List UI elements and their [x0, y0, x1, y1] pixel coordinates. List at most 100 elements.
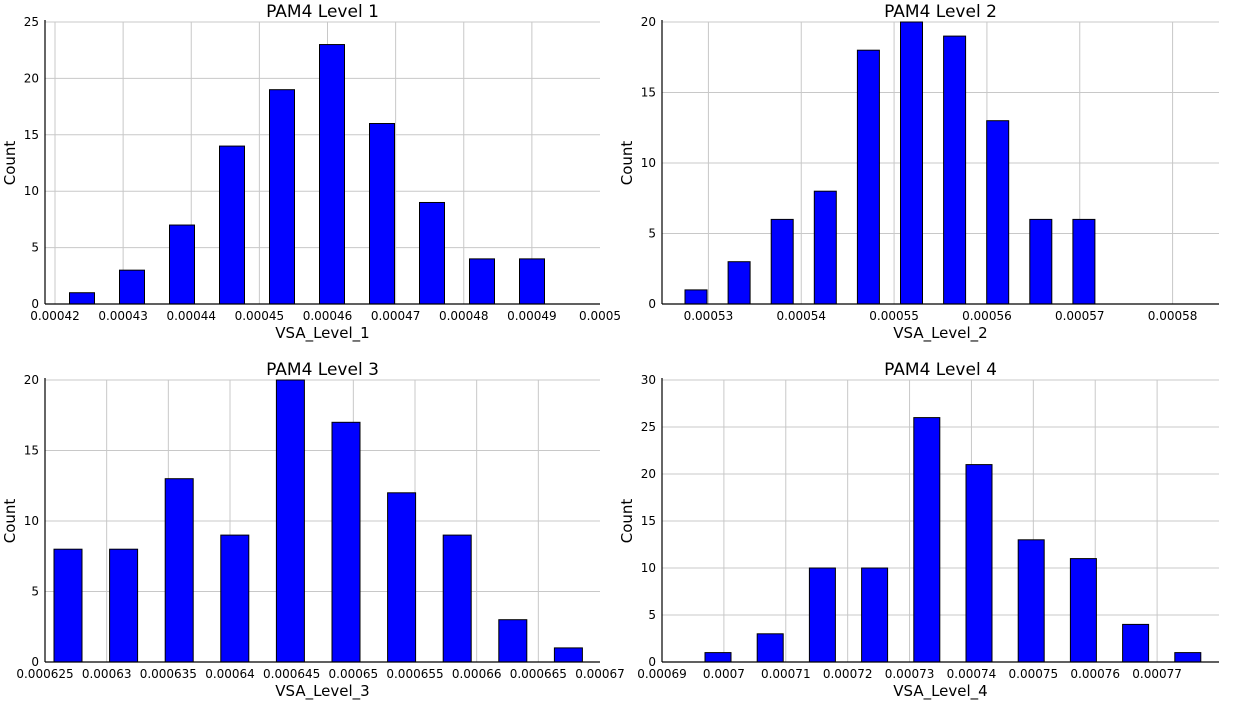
histogram-bar [770, 218, 794, 305]
histogram-bar [756, 633, 784, 663]
y-tick-label: 5 [648, 608, 656, 622]
x-axis-label: VSA_Level_3 [275, 682, 369, 701]
y-tick-label: 5 [31, 585, 39, 599]
x-tick-label: 0.000655 [386, 667, 443, 681]
histogram-bar [169, 224, 195, 305]
histogram-bar [275, 379, 305, 663]
histogram-bar [469, 258, 495, 305]
y-tick-label: 25 [24, 15, 39, 29]
y-tick-label: 15 [641, 86, 656, 100]
x-tick-label: 0.000665 [510, 667, 567, 681]
y-tick-label: 0 [648, 297, 656, 311]
histogram-bar [704, 652, 732, 663]
x-tick-label: 0.00049 [507, 309, 557, 323]
y-tick-label: 10 [24, 184, 39, 198]
x-tick-label: 0.00054 [776, 309, 826, 323]
x-tick-label: 0.00065 [329, 667, 379, 681]
histogram-bar [1069, 558, 1097, 663]
x-tick-label: 0.00076 [1070, 667, 1120, 681]
histogram-bar [965, 464, 993, 663]
y-tick-label: 15 [24, 128, 39, 142]
y-tick-label: 10 [641, 561, 656, 575]
histogram-bar [861, 567, 889, 663]
x-axis-label: VSA_Level_4 [893, 682, 987, 701]
x-tick-label: 0.00077 [1132, 667, 1182, 681]
x-tick-label: 0.00058 [1148, 309, 1198, 323]
histogram-bar [900, 21, 923, 305]
y-axis-label: Count [618, 141, 636, 186]
histogram-bar [808, 567, 836, 663]
x-tick-label: 0.00071 [761, 667, 811, 681]
histogram-bar [1072, 218, 1096, 305]
histogram-bar [553, 647, 583, 663]
x-tick-label: 0.00067 [575, 667, 625, 681]
histogram-bar [498, 619, 528, 663]
histogram-panel-1: 0 5 10 15 20 25 0.00042 0.00043 0.00044 0.00045 0.… [1, 2, 621, 343]
y-tick-label: 20 [24, 373, 39, 387]
histogram-bar [943, 35, 967, 305]
histogram-bar [684, 289, 708, 305]
histogram-bar [986, 120, 1010, 305]
y-tick-label: 20 [641, 15, 656, 29]
x-tick-label: 0.00066 [452, 667, 502, 681]
x-tick-label: 0.00072 [823, 667, 873, 681]
y-tick-label: 15 [641, 514, 656, 528]
y-axis-label: Count [618, 499, 636, 544]
histogram-bar [269, 89, 295, 305]
x-tick-label: 0.00055 [869, 309, 919, 323]
x-tick-label: 0.00069 [637, 667, 687, 681]
x-axis-label: VSA_Level_1 [275, 324, 369, 343]
x-tick-label: 0.000635 [140, 667, 197, 681]
x-tick-label: 0.00074 [947, 667, 997, 681]
x-tick-label: 0.0007 [703, 667, 745, 681]
y-tick-label: 25 [641, 420, 656, 434]
x-tick-label: 0.00064 [205, 667, 255, 681]
chart-title: PAM4 Level 3 [266, 360, 379, 380]
x-axis-label: VSA_Level_2 [893, 324, 987, 343]
y-tick-label: 15 [24, 444, 39, 458]
y-tick-label: 10 [641, 156, 656, 170]
x-tick-label: 0.0005 [579, 309, 621, 323]
histogram-bar [727, 261, 751, 305]
x-tick-label: 0.00063 [82, 667, 132, 681]
chart-title: PAM4 Level 1 [266, 2, 379, 22]
x-tick-label: 0.00042 [30, 309, 80, 323]
histogram-bar [369, 123, 395, 305]
histogram-bar [220, 534, 250, 663]
y-tick-label: 10 [24, 514, 39, 528]
y-axis-label: Count [1, 141, 19, 186]
histogram-bar [69, 292, 95, 305]
x-tick-label: 0.00056 [962, 309, 1012, 323]
histogram-bar [109, 548, 139, 663]
histogram-panel-4: 0 5 10 15 20 25 30 0.00069 0.0007 0.00071 0.00072 0… [618, 360, 1219, 701]
histogram-bar [164, 478, 194, 663]
chart-title: PAM4 Level 4 [884, 360, 997, 380]
y-tick-label: 5 [648, 227, 656, 241]
x-tick-label: 0.00044 [166, 309, 216, 323]
y-tick-label: 5 [31, 241, 39, 255]
histogram-bar [856, 49, 880, 305]
histogram-bar [419, 201, 445, 305]
histogram-bar [219, 145, 245, 305]
histogram-bar [1029, 218, 1053, 305]
y-tick-label: 20 [24, 71, 39, 85]
histogram-bar [119, 269, 145, 305]
histogram-bar [331, 421, 361, 663]
histogram-bar [813, 190, 837, 305]
x-tick-label: 0.000645 [263, 667, 320, 681]
histogram-bar [442, 534, 472, 663]
x-tick-label: 0.00057 [1055, 309, 1105, 323]
histogram-bar [519, 258, 545, 305]
chart-title: PAM4 Level 2 [884, 2, 997, 22]
y-axis-label: Count [1, 499, 19, 544]
x-tick-label: 0.00053 [684, 309, 734, 323]
histogram-panel-3: 0 5 10 15 20 0.000625 0.00063 0.000635 0.00064 0.… [1, 360, 625, 701]
histogram-bar [1017, 539, 1045, 663]
x-tick-label: 0.000625 [16, 667, 73, 681]
y-tick-label: 20 [641, 467, 656, 481]
histogram-bar [913, 417, 941, 663]
y-tick-label: 0 [648, 655, 656, 669]
histogram-bar [1174, 652, 1202, 663]
y-tick-label: 0 [31, 297, 39, 311]
